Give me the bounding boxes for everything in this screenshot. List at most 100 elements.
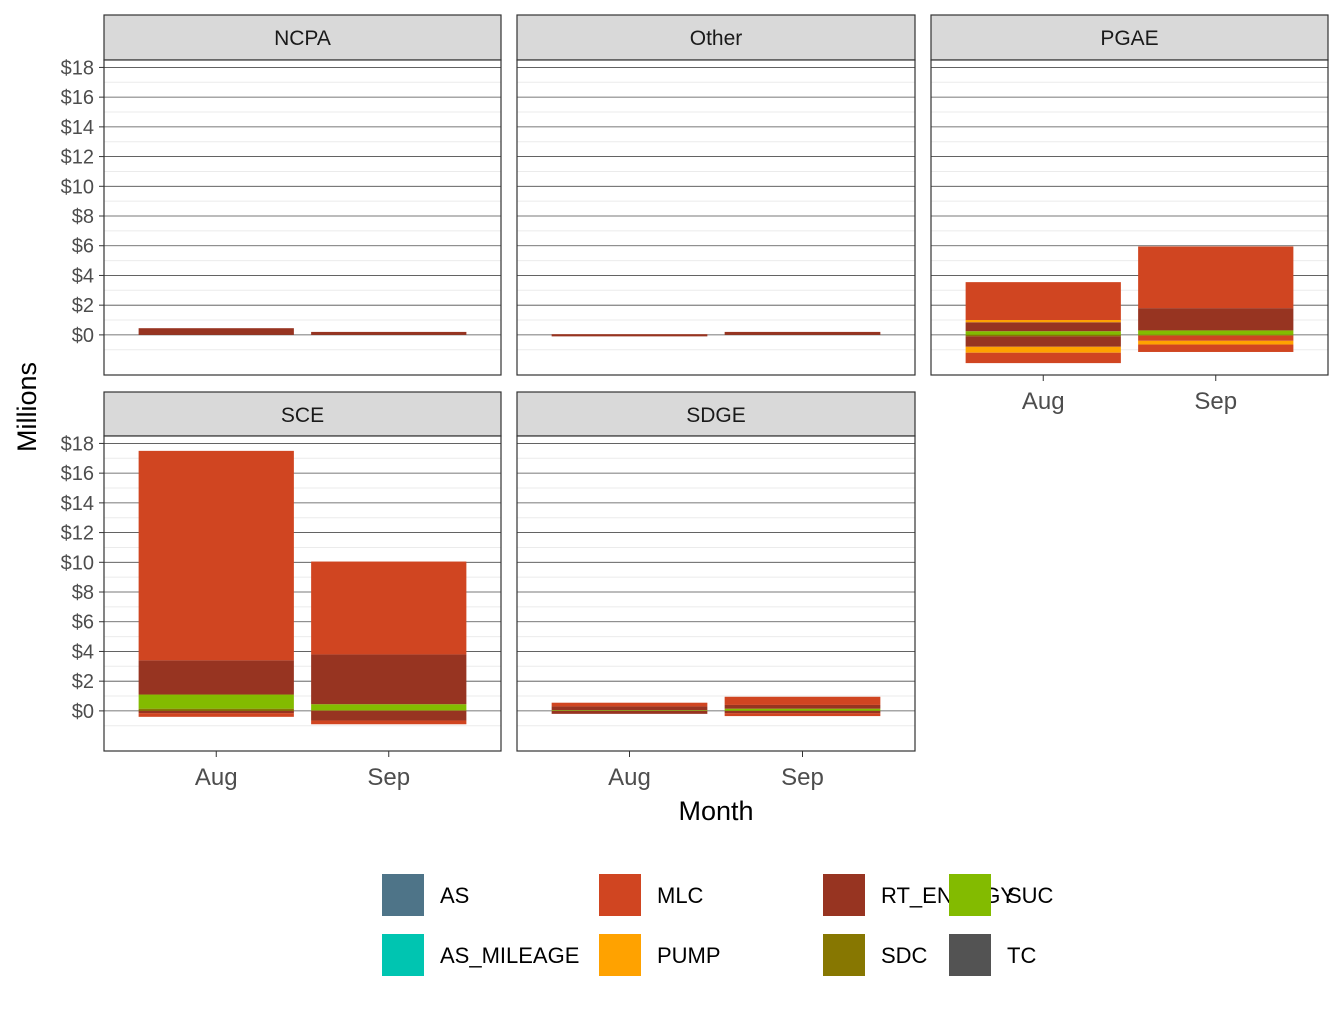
bar-segment-mlc xyxy=(965,282,1121,321)
facet-strip-label: Other xyxy=(690,27,743,50)
bar-segment-rt-energy xyxy=(1138,308,1294,331)
panel-background xyxy=(104,60,501,375)
y-tick-label: $8 xyxy=(72,582,94,604)
bar-segment-mlc xyxy=(138,450,294,661)
y-tick-label: $0 xyxy=(72,701,94,723)
facet-panel-pgae: PGAE Aug Sep xyxy=(930,14,1329,415)
facet-strip xyxy=(516,391,916,437)
y-tick-label: $16 xyxy=(61,87,94,109)
y-tick-label: $12 xyxy=(61,523,94,545)
y-tick-label: $4 xyxy=(72,641,94,663)
legend-swatch xyxy=(949,874,991,916)
facet-panel-sdge: SDGE Aug Sep xyxy=(516,391,916,791)
legend-item-rt-energy: RT_ENERGY xyxy=(823,874,1015,916)
bar-segment-mlc xyxy=(1138,335,1294,341)
facet-strip xyxy=(516,14,916,61)
legend-item-suc: SUC xyxy=(949,874,1054,916)
bar-segment-sdc xyxy=(311,710,467,711)
bar-segment-mlc xyxy=(724,713,881,717)
bar-segment-pump xyxy=(1138,340,1294,345)
y-tick-label: $6 xyxy=(72,612,94,634)
legend-swatch xyxy=(599,934,641,976)
bar-segment-rt-energy xyxy=(311,331,467,335)
bar-segment-suc xyxy=(311,704,467,711)
legend-label: SUC xyxy=(1007,883,1054,908)
y-tick-label: $18 xyxy=(61,433,94,455)
legend-item-tc: TC xyxy=(949,934,1036,976)
facet-strip-label: SCE xyxy=(281,404,324,427)
facet-panels: NCPA $0 $2 $4 $6 $8 $10 $12 $14 $16 $18 Other PGAE Au… xyxy=(61,14,1329,791)
facet-strip-label: NCPA xyxy=(274,27,331,50)
legend-swatch xyxy=(823,934,865,976)
y-tick-label: $2 xyxy=(72,671,94,693)
facet-strip-label: SDGE xyxy=(686,404,746,427)
legend-swatch xyxy=(382,874,424,916)
bar-segment-rt-energy xyxy=(551,706,708,711)
facet-panel-ncpa: NCPA $0 $2 $4 $6 $8 $10 $12 $14 $16 $18 xyxy=(61,14,502,376)
legend-swatch xyxy=(382,934,424,976)
y-tick-label: $10 xyxy=(61,552,94,574)
y-tick-label: $6 xyxy=(72,236,94,258)
y-tick-label: $0 xyxy=(72,325,94,347)
panel-border xyxy=(103,59,502,376)
legend-item-sdc: SDC xyxy=(823,934,928,976)
bar-segment-suc xyxy=(965,331,1121,335)
bar-segment-rt-energy xyxy=(551,710,708,714)
panel-background xyxy=(517,60,915,375)
bar-segment-rt-energy xyxy=(965,336,1121,347)
bar-segment-mlc xyxy=(1138,344,1294,352)
x-tick-label: Aug xyxy=(1022,388,1065,415)
panel-border xyxy=(103,435,502,752)
y-tick-label: $12 xyxy=(61,147,94,169)
bar-segment-mlc xyxy=(965,352,1121,364)
facet-strip xyxy=(103,14,502,61)
bar-segment-rt-energy xyxy=(724,331,881,335)
bar-segment-mlc xyxy=(311,561,467,655)
facet-strip-label: PGAE xyxy=(1100,27,1158,50)
legend-item-as: AS xyxy=(382,874,469,916)
bar-segment-suc xyxy=(551,710,708,711)
panel-border xyxy=(516,435,916,752)
legend-label: RT_ENERGY xyxy=(881,883,1015,908)
bar-segment-sdc xyxy=(1138,334,1294,336)
bar-segment-rt-energy xyxy=(724,704,881,709)
bar-segment-rt-energy xyxy=(311,654,467,705)
panel-border xyxy=(516,59,916,376)
y-tick-label: $14 xyxy=(61,117,94,139)
y-axis-title: Millions xyxy=(12,362,42,452)
y-tick-label: $14 xyxy=(61,493,94,515)
bar-segment-rt-energy xyxy=(311,710,467,721)
legend-swatch xyxy=(599,874,641,916)
legend-item-pump: PUMP xyxy=(599,934,721,976)
x-tick-label: Sep xyxy=(781,764,824,791)
x-tick-label: Aug xyxy=(608,764,651,791)
legend-label: AS_MILEAGE xyxy=(440,943,579,968)
bar-segment-rt-energy xyxy=(138,660,294,695)
legend-label: AS xyxy=(440,883,469,908)
bar-segment-rt-energy xyxy=(138,328,294,335)
legend-label: MLC xyxy=(657,883,704,908)
facet-panel-sce: SCE $0 $2 $4 $6 $8 $10 $12 $14 $16 $18 Aug Sep xyxy=(61,391,502,791)
x-axis-title: Month xyxy=(678,796,753,826)
y-tick-label: $16 xyxy=(61,463,94,485)
bar-segment-rt-energy xyxy=(724,710,881,714)
y-tick-label: $2 xyxy=(72,295,94,317)
bar-segment-sdc xyxy=(138,708,294,711)
x-tick-label: Aug xyxy=(195,764,238,791)
legend-label: TC xyxy=(1007,943,1036,968)
bar-segment-rt-energy xyxy=(551,334,708,337)
bar-segment-suc xyxy=(724,708,881,711)
bar-segment-sdc xyxy=(965,334,1121,337)
legend-label: SDC xyxy=(881,943,928,968)
legend-swatch xyxy=(823,874,865,916)
facet-strip xyxy=(930,14,1329,61)
y-tick-label: $18 xyxy=(61,57,94,79)
bar-segment-suc xyxy=(1138,330,1294,335)
bar-segment-mlc xyxy=(1138,246,1294,309)
y-tick-label: $4 xyxy=(72,265,94,287)
facet-panel-other: Other xyxy=(516,14,916,376)
legend-item-mlc: MLC xyxy=(599,874,704,916)
bar-segment-rt-energy xyxy=(965,322,1121,332)
legend-swatch xyxy=(949,934,991,976)
